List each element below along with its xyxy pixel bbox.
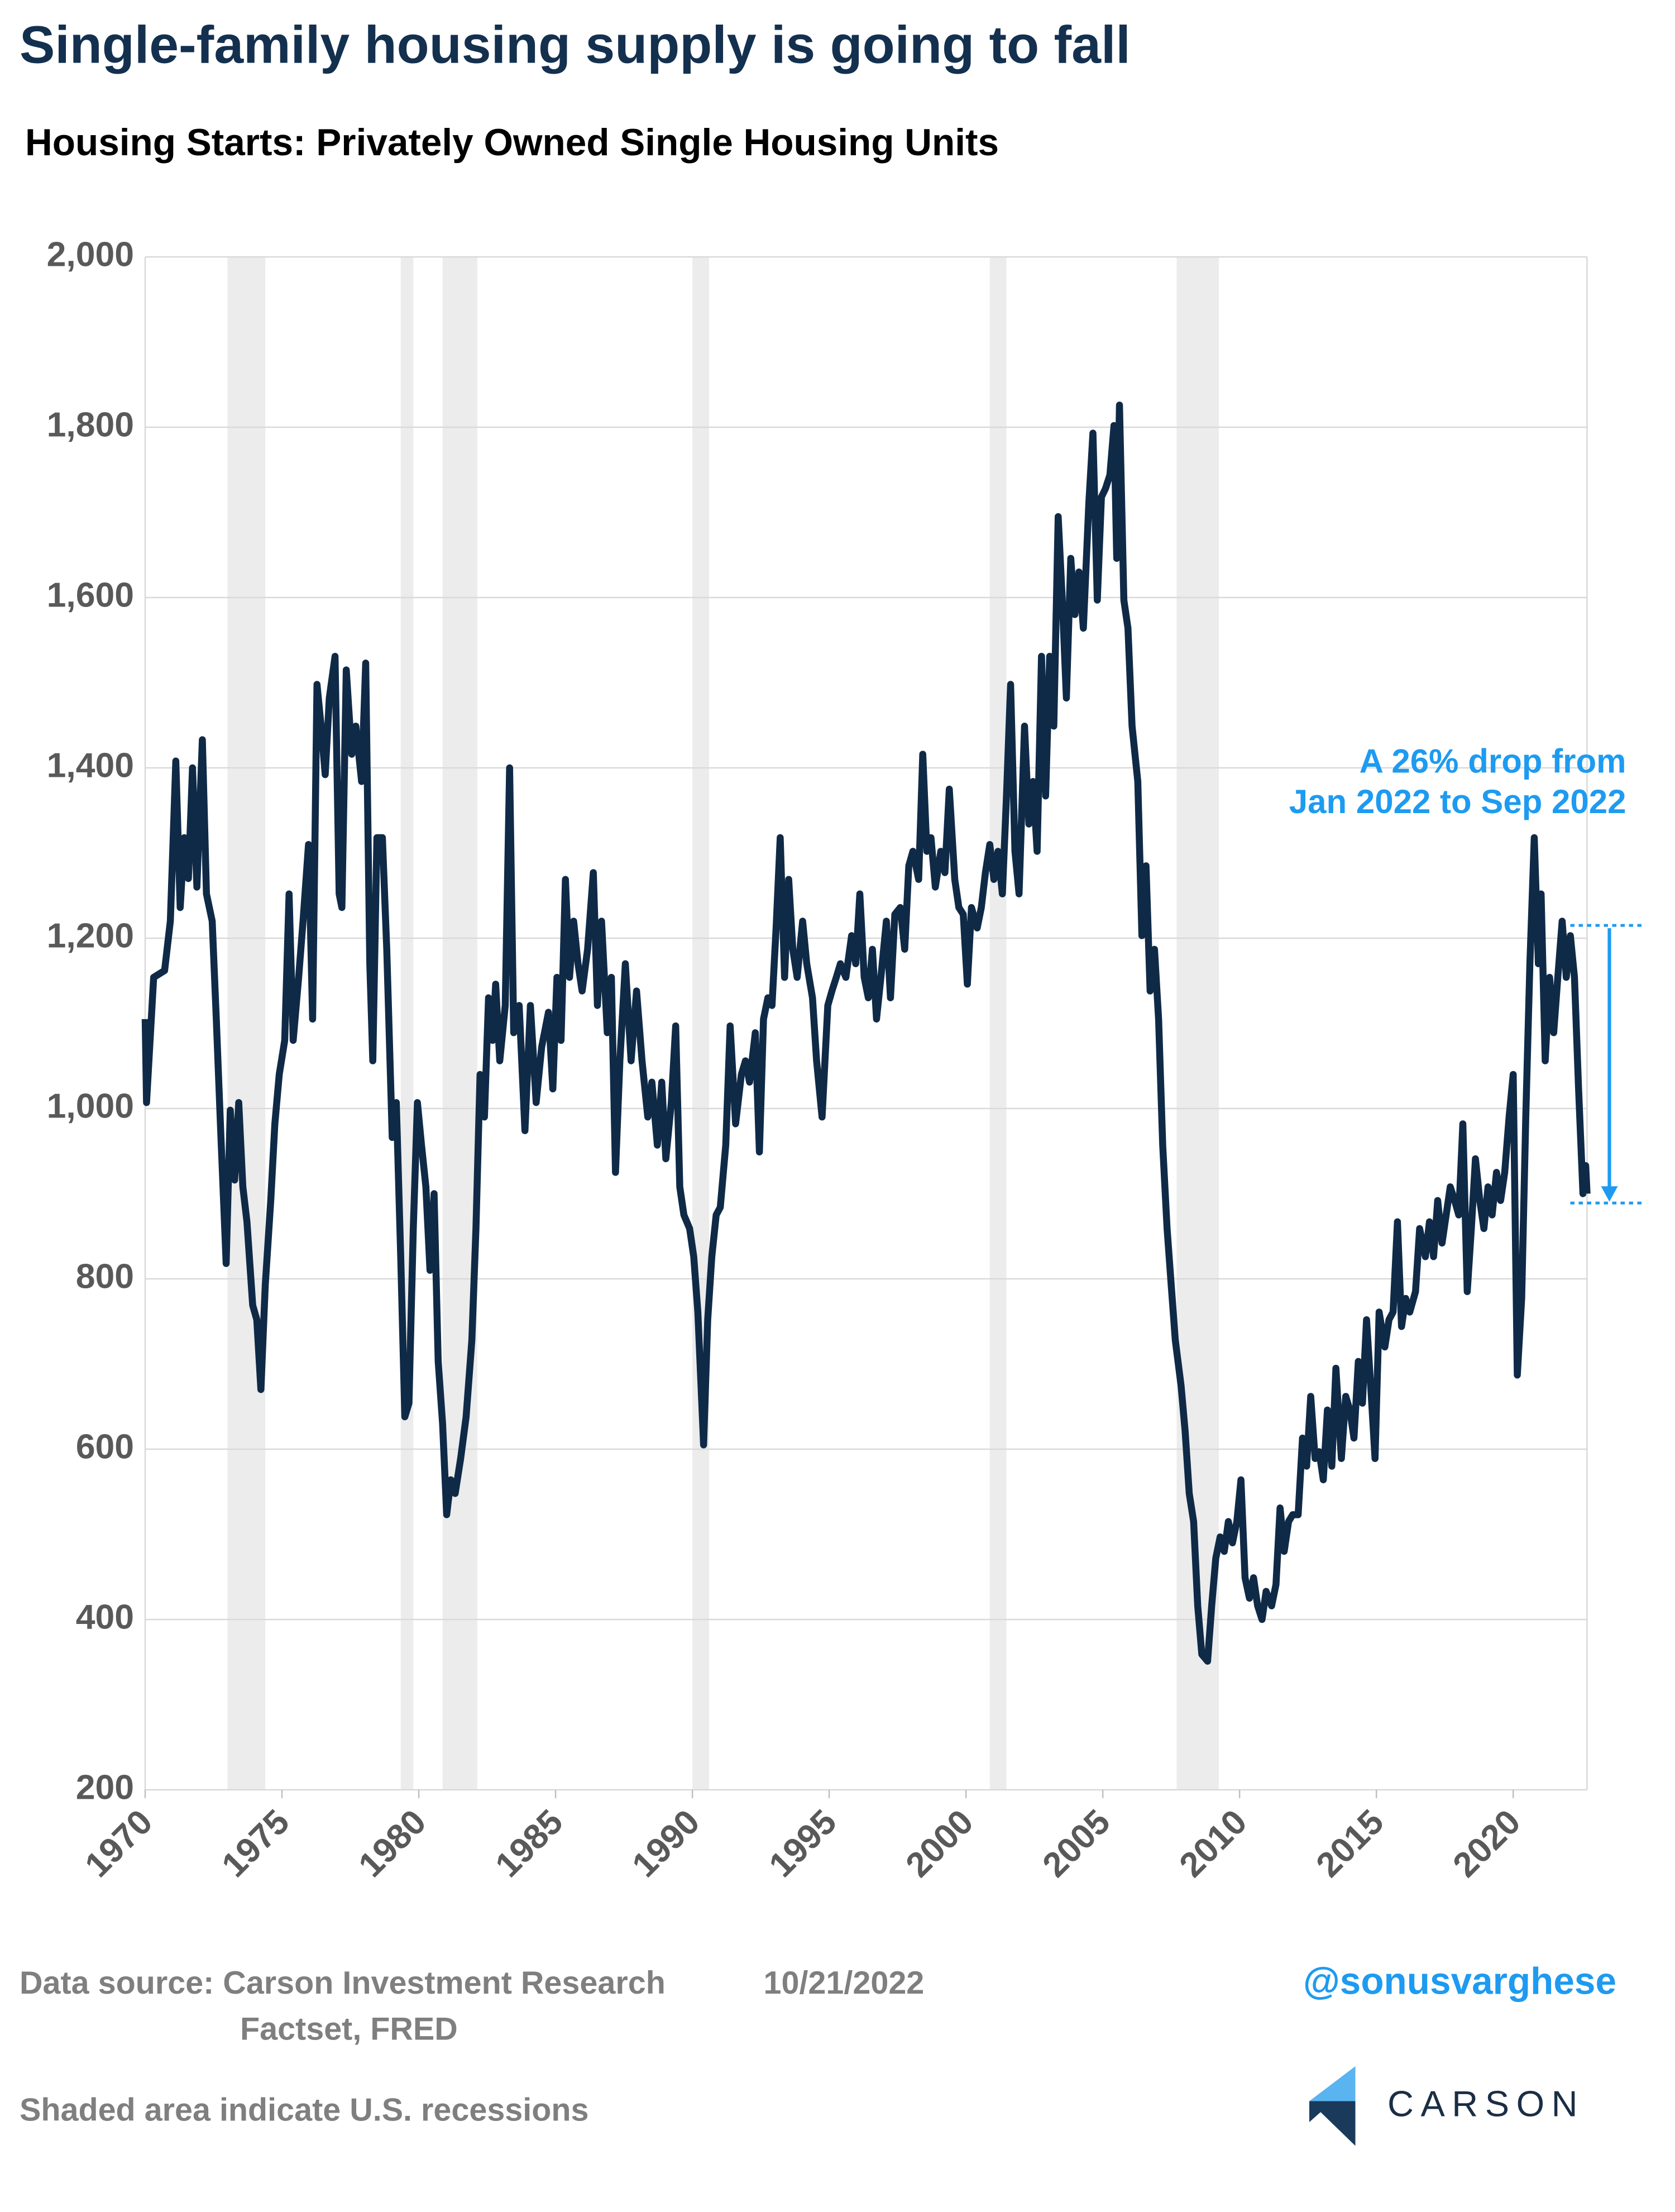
- chart-title: Single-family housing supply is going to…: [20, 16, 1131, 75]
- x-tick-label: 2005: [1035, 1802, 1118, 1885]
- annotation: Jan 2022 to Sep 2022: [1289, 783, 1626, 820]
- date: 10/21/2022: [764, 1965, 925, 2001]
- x-tick-label: 1995: [762, 1802, 844, 1885]
- recession-band: [227, 257, 266, 1790]
- y-tick-label: 1,000: [47, 1087, 134, 1126]
- handle: @sonusvarghese: [1303, 1960, 1616, 2002]
- y-tick-label: 200: [76, 1768, 134, 1807]
- recession-band: [989, 257, 1007, 1790]
- logo-text: CARSON: [1387, 2084, 1585, 2124]
- x-tick-label: 1980: [351, 1802, 434, 1885]
- plot-area: 2,000 1,800 1,600 1,400 1,200 1,000 800 600 400 2…: [47, 235, 1591, 1885]
- x-tick-label: 1970: [78, 1802, 160, 1885]
- logo-mark: [1309, 2066, 1356, 2146]
- x-tick-label: 2015: [1309, 1802, 1391, 1885]
- chart-subtitle: Housing Starts: Privately Owned Single H…: [25, 122, 999, 164]
- source-2: Factset, FRED: [240, 2012, 458, 2047]
- y-tick-label: 400: [76, 1598, 134, 1637]
- data-line: [141, 402, 1591, 1665]
- y-tick-label: 1,400: [47, 746, 134, 785]
- y-tick-label: 2,000: [47, 235, 134, 274]
- x-tick-label: 2020: [1446, 1802, 1528, 1885]
- x-tick-label: 1985: [488, 1802, 571, 1885]
- arrow-head: [1601, 1186, 1618, 1202]
- x-tick-label: 2010: [1172, 1802, 1255, 1885]
- y-tick-label: 1,600: [47, 576, 134, 615]
- recession-band: [692, 257, 709, 1790]
- y-tick-label: 1,200: [47, 916, 134, 955]
- x-tick-label: 2000: [898, 1802, 981, 1885]
- source: Data source: Carson Investment Research: [20, 1965, 666, 2001]
- y-tick-label: 1,800: [47, 405, 134, 445]
- annotation: A 26% drop from: [1360, 742, 1626, 780]
- x-tick-label: 1975: [214, 1802, 297, 1885]
- y-tick-label: 600: [76, 1427, 134, 1466]
- note: Shaded area indicate U.S. recessions: [20, 2092, 588, 2128]
- y-tick-label: 800: [76, 1257, 134, 1296]
- recession-band: [400, 257, 414, 1790]
- x-tick-label: 1990: [625, 1802, 707, 1885]
- recession-band: [442, 257, 477, 1790]
